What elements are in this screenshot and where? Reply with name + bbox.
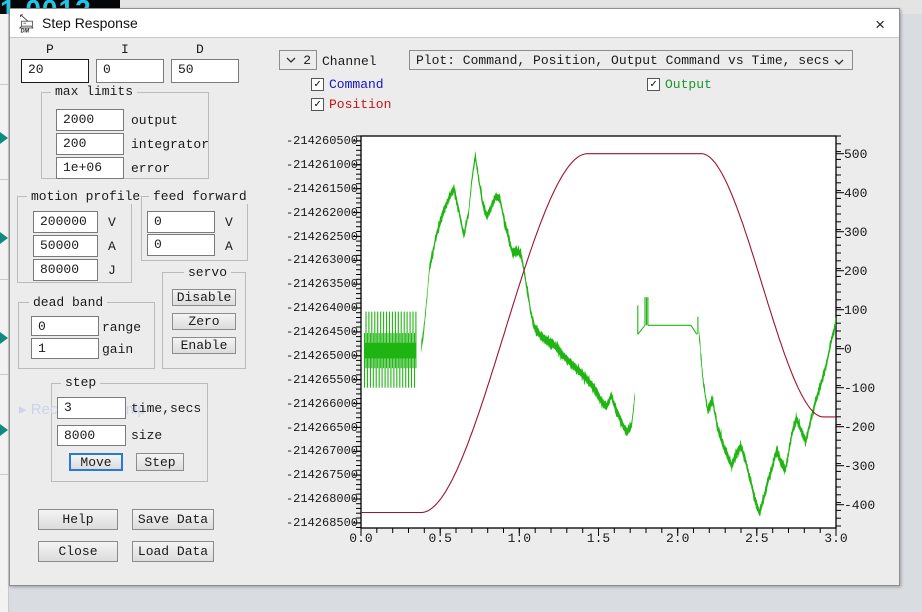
- svg-text:DM: DM: [21, 29, 30, 33]
